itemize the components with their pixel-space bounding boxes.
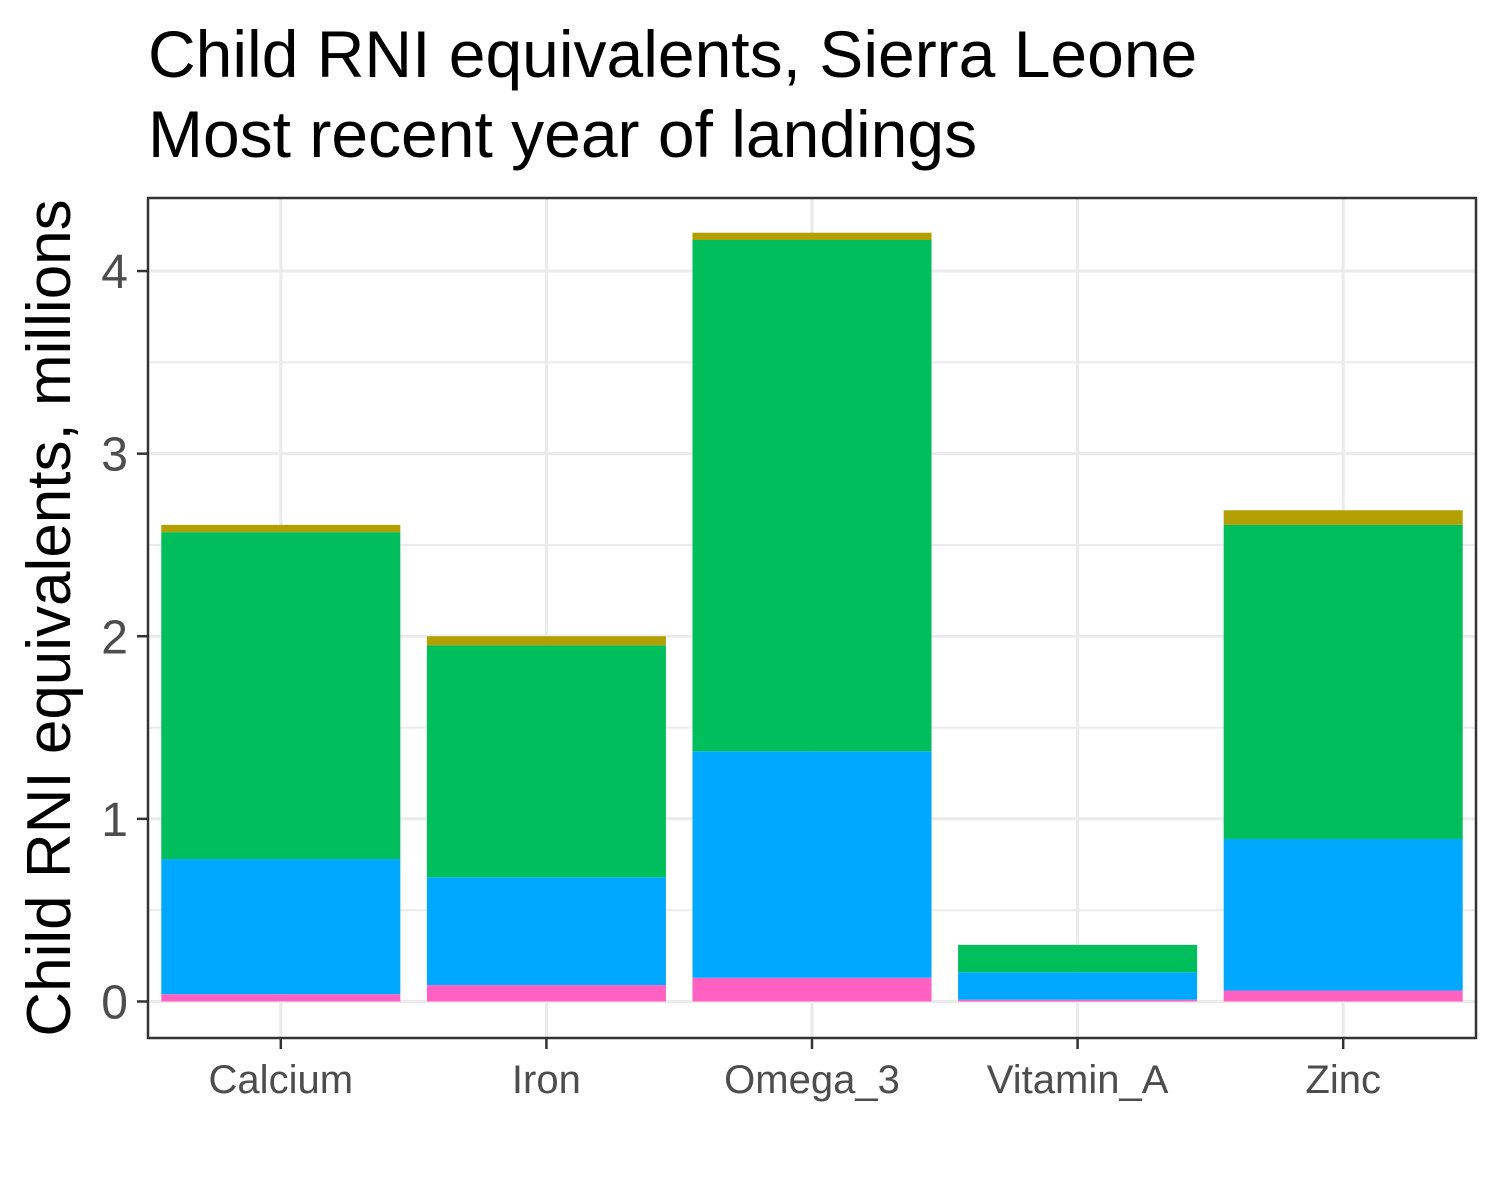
bar-segment — [692, 232, 932, 240]
bar-segment — [426, 636, 666, 646]
bar-segment — [161, 859, 401, 995]
bar-segment — [692, 240, 932, 752]
bar-stack-calcium — [161, 524, 401, 1002]
bar-segment — [692, 977, 932, 1002]
y-tick-label: 3 — [101, 429, 128, 482]
bar-segment — [426, 877, 666, 986]
chart-title-line-2: Most recent year of landings — [148, 97, 978, 171]
bar-segment — [692, 751, 932, 978]
y-tick-label: 0 — [101, 976, 128, 1029]
x-tick-label: Zinc — [1305, 1058, 1381, 1102]
bar-stack-omega-3 — [692, 232, 932, 1002]
x-tick-label: Calcium — [209, 1058, 353, 1102]
x-tick-label: Omega_3 — [724, 1058, 900, 1102]
chart-title-line-1: Child RNI equivalents, Sierra Leone — [148, 17, 1198, 91]
bar-segment — [1223, 838, 1463, 991]
y-tick-label: 4 — [101, 246, 128, 299]
bar-stacks — [161, 232, 1463, 1002]
bar-segment — [1223, 990, 1463, 1002]
bar-segment — [161, 532, 401, 860]
bar-segment — [958, 944, 1198, 973]
x-tick-label: Iron — [512, 1058, 581, 1102]
bar-segment — [426, 985, 666, 1002]
bar-stack-iron — [426, 636, 666, 1002]
bar-stack-zinc — [1223, 510, 1463, 1002]
bar-segment — [958, 972, 1198, 1000]
bar-segment — [426, 645, 666, 878]
bar-segment — [161, 994, 401, 1002]
chart-title: Child RNI equivalents, Sierra Leone Most… — [148, 14, 1197, 174]
bar-stack-vitamin-a — [958, 944, 1198, 1002]
bar-segment — [958, 999, 1198, 1002]
y-axis: 0 1 2 3 4 — [101, 246, 148, 1029]
y-tick-label: 2 — [101, 611, 128, 664]
y-axis-title: Child RNI equivalents, millions — [15, 199, 84, 1036]
bar-segment — [1223, 510, 1463, 525]
x-axis: Calcium Iron Omega_3 Vitamin_A Zinc — [209, 1038, 1381, 1102]
y-tick-label: 1 — [101, 794, 128, 847]
x-tick-label: Vitamin_A — [987, 1058, 1169, 1102]
bar-segment — [161, 524, 401, 533]
bar-segment — [1223, 524, 1463, 839]
